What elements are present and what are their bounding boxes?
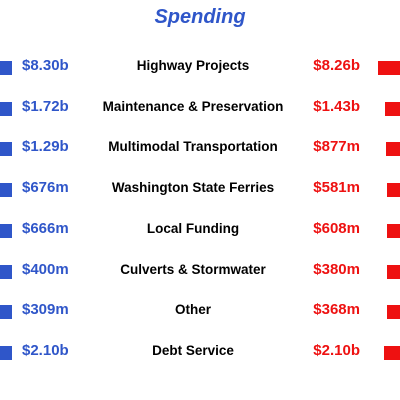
bar-left-0	[0, 61, 12, 75]
value-left-3: $676m	[22, 179, 69, 197]
row-1: $1.72b Maintenance & Preservation $1.43b	[0, 96, 400, 122]
bar-right-2	[386, 142, 400, 157]
category-label-7: Debt Service	[152, 342, 234, 358]
bar-left-3	[0, 183, 12, 198]
chart-title: Spending	[154, 6, 246, 28]
bar-right-3	[386, 183, 400, 198]
value-left-7: $2.10b	[22, 341, 69, 359]
row-5: $400m Culverts & Stormwater $380m	[0, 259, 400, 285]
bar-right-0	[378, 61, 400, 75]
bar-left-7	[0, 345, 12, 360]
value-left-4: $666m	[22, 219, 69, 237]
category-label-3: Washington State Ferries	[111, 180, 275, 196]
category-label-4: Local Funding	[146, 220, 240, 236]
row-4: $666m Local Funding $608m	[0, 218, 400, 244]
bar-left-2	[0, 142, 12, 157]
bar-left-4	[0, 223, 12, 238]
category-label-6: Other	[174, 302, 211, 318]
value-left-2: $1.29b	[22, 138, 69, 156]
bar-right-4	[386, 223, 400, 238]
row-0: $8.30b Highway Projects $8.26b	[0, 55, 400, 81]
value-right-0: $8.26b	[313, 57, 360, 74]
bar-left-5	[0, 264, 12, 279]
row-6: $309m Other $368m	[0, 299, 400, 325]
value-right-1: $1.43b	[313, 97, 360, 115]
value-left-5: $400m	[22, 260, 69, 278]
value-right-4: $608m	[313, 219, 360, 237]
value-left-6: $309m	[22, 301, 69, 319]
category-label-5: Culverts & Stormwater	[120, 261, 266, 277]
bar-right-7	[383, 345, 400, 360]
category-label-1: Maintenance & Preservation	[102, 98, 284, 114]
value-right-3: $581m	[313, 179, 360, 197]
bar-right-1	[385, 101, 400, 116]
category-label-2: Multimodal Transportation	[108, 139, 278, 155]
value-right-2: $877m	[313, 138, 360, 156]
bar-right-5	[387, 264, 400, 279]
category-label-0: Highway Projects	[136, 58, 250, 73]
value-left-1: $1.72b	[22, 97, 69, 115]
bar-left-6	[0, 305, 12, 320]
row-7: $2.10b Debt Service $2.10b	[0, 340, 400, 366]
value-right-7: $2.10b	[313, 341, 360, 359]
value-left-0: $8.30b	[22, 57, 69, 74]
value-right-5: $380m	[313, 260, 360, 278]
bar-left-1	[0, 101, 12, 116]
value-right-6: $368m	[313, 301, 360, 319]
row-3: $676m Washington State Ferries $581m	[0, 177, 400, 203]
row-2: $1.29b Multimodal Transportation $877m	[0, 136, 400, 162]
bar-right-6	[387, 305, 400, 320]
